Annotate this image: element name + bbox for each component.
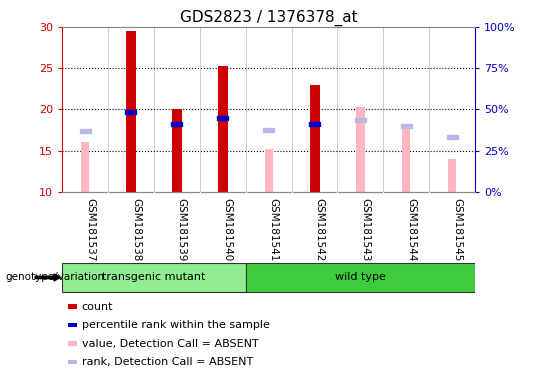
FancyBboxPatch shape: [246, 263, 475, 292]
Text: GSM181545: GSM181545: [452, 197, 462, 261]
Text: GSM181542: GSM181542: [314, 197, 325, 261]
Bar: [79, 129, 91, 133]
Bar: [127, 112, 135, 192]
Text: GSM181543: GSM181543: [361, 197, 370, 261]
Text: GSM181544: GSM181544: [406, 197, 416, 261]
Text: GSM181538: GSM181538: [131, 197, 141, 261]
Text: percentile rank within the sample: percentile rank within the sample: [82, 320, 269, 330]
Bar: [218, 66, 228, 192]
Bar: [448, 159, 456, 192]
Bar: [81, 142, 89, 192]
FancyBboxPatch shape: [62, 263, 246, 292]
Bar: [355, 118, 366, 122]
Bar: [401, 124, 412, 128]
Text: transgenic mutant: transgenic mutant: [102, 272, 206, 283]
Bar: [309, 122, 320, 126]
Text: GSM181537: GSM181537: [85, 197, 95, 261]
Bar: [171, 122, 183, 126]
Bar: [402, 125, 410, 192]
Bar: [172, 109, 182, 192]
Text: GSM181539: GSM181539: [177, 197, 187, 261]
Text: rank, Detection Call = ABSENT: rank, Detection Call = ABSENT: [82, 357, 253, 367]
Bar: [447, 135, 458, 139]
Bar: [125, 110, 137, 114]
Bar: [219, 118, 227, 192]
Title: GDS2823 / 1376378_at: GDS2823 / 1376378_at: [180, 9, 357, 25]
Bar: [126, 31, 136, 192]
Bar: [173, 126, 181, 192]
Text: value, Detection Call = ABSENT: value, Detection Call = ABSENT: [82, 339, 258, 349]
Text: genotype/variation: genotype/variation: [5, 272, 105, 283]
Bar: [356, 107, 365, 192]
Text: GSM181540: GSM181540: [223, 197, 233, 261]
Text: count: count: [82, 302, 113, 312]
Text: wild type: wild type: [335, 272, 386, 283]
Bar: [265, 149, 273, 192]
Bar: [309, 85, 320, 192]
Text: GSM181541: GSM181541: [269, 197, 279, 261]
Bar: [263, 128, 274, 132]
Bar: [217, 116, 228, 119]
Bar: [310, 126, 319, 192]
